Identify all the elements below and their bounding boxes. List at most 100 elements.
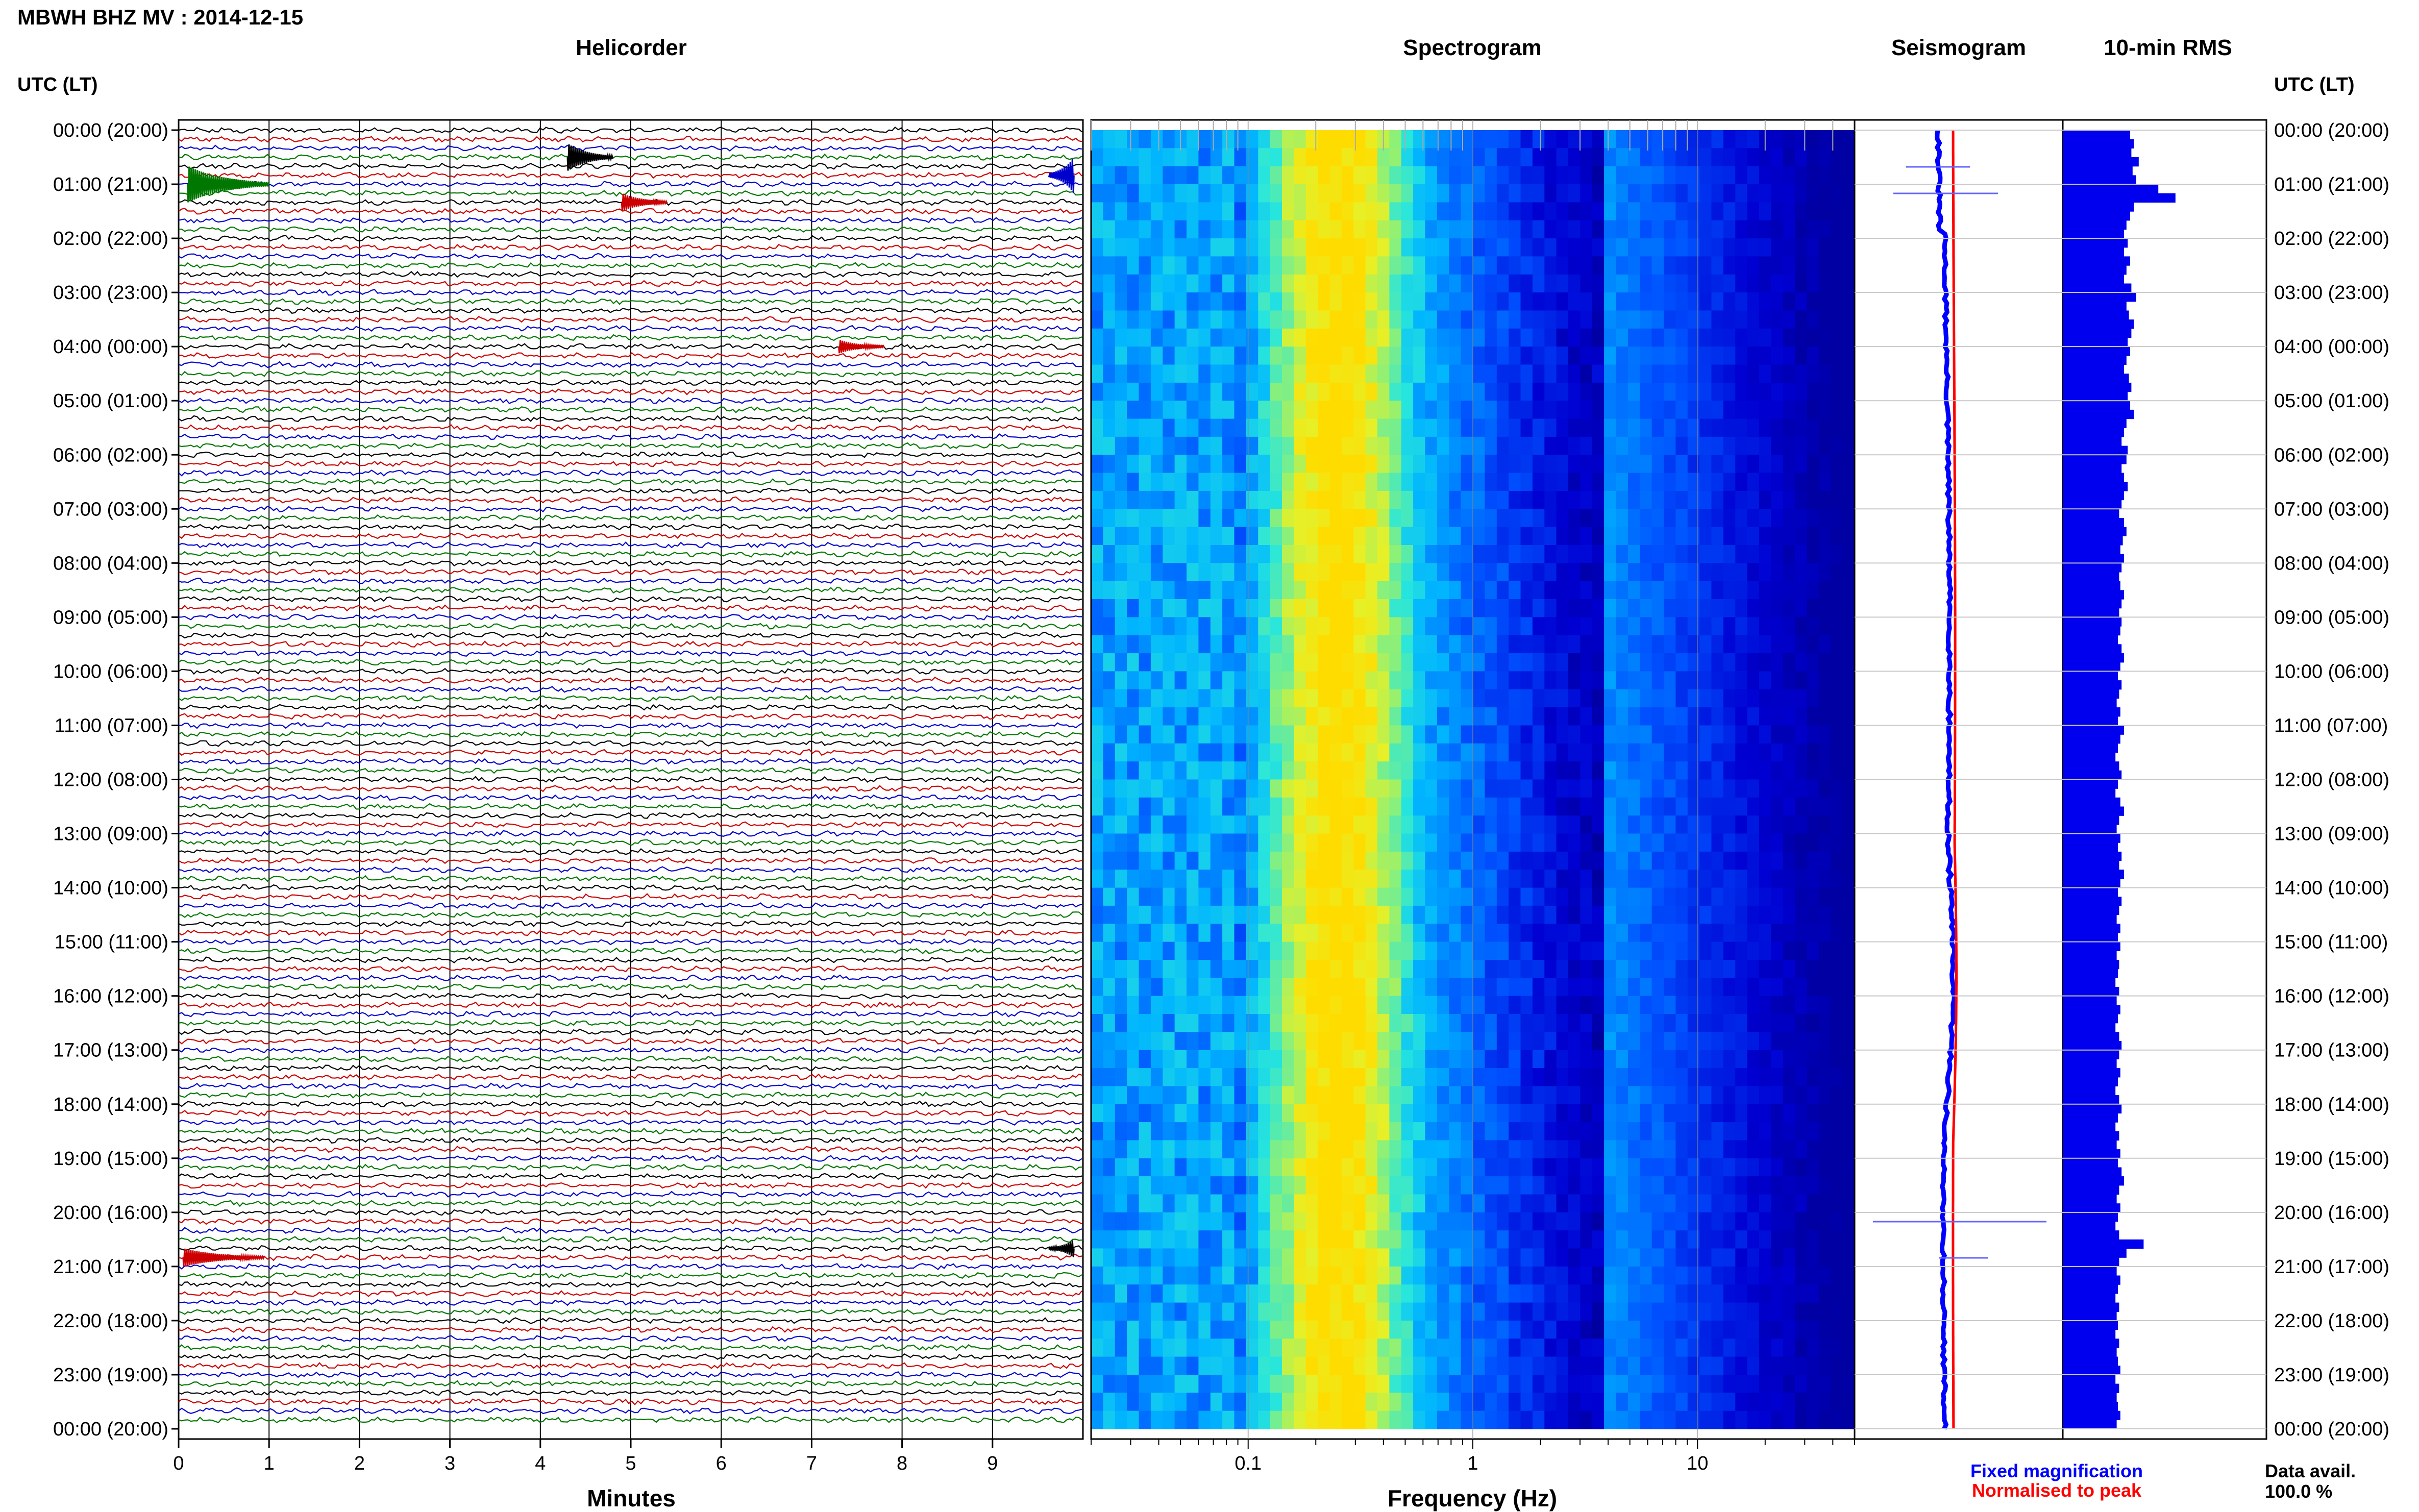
spectrogram-cell [1842,815,1855,834]
spectrogram-cell [1520,202,1533,221]
spectrogram-cell [1509,1356,1521,1375]
spectrogram-cell [1842,545,1855,564]
spectrogram-cell [1449,743,1462,762]
spectrogram-cell [1831,401,1843,419]
spectrogram-cell [1425,689,1438,708]
spectrogram-cell [1222,166,1235,185]
spectrogram-cell [1747,455,1760,474]
spectrogram-cell [1592,382,1605,401]
spectrogram-cell [1496,310,1509,329]
spectrogram-cell [1485,653,1497,672]
spectrogram-cell [1294,1375,1306,1394]
spectrogram-cell [1365,1393,1378,1411]
spectrogram-cell [1640,1068,1652,1087]
spectrogram-cell [1580,1339,1593,1357]
spectrogram-cell [1270,473,1282,491]
spectrogram-cell [1783,1104,1795,1123]
spectrogram-cell [1532,635,1545,654]
spectrogram-cell [1413,599,1426,618]
spectrogram-cell [1425,545,1438,564]
spectrogram-cell [1305,310,1318,329]
spectrogram-cell [1473,1140,1486,1159]
spectrogram-cell [1270,1122,1282,1141]
spectrogram-cell [1747,509,1760,528]
spectrogram-cell [1091,130,1104,149]
spectrogram-cell [1675,779,1688,798]
rms-bar [2063,1050,2119,1059]
spectrogram-cell [1592,256,1605,275]
spectrogram-cell [1103,401,1116,419]
spectrogram-cell [1115,1230,1127,1249]
spectrogram-cell [1127,382,1140,401]
spectrogram-cell [1461,1248,1473,1267]
spectrogram-cell [1807,689,1819,708]
spectrogram-cell [1616,743,1628,762]
spectrogram-cell [1222,292,1235,311]
spectrogram-cell [1270,328,1282,347]
spectrogram-cell [1509,870,1521,888]
spectrogram-cell [1305,382,1318,401]
spectrogram-cell [1139,1248,1151,1267]
spectrogram-cell [1234,833,1247,852]
spectrogram-cell [1139,671,1151,690]
spectrogram-cell [1210,870,1223,888]
spectrogram-cell [1818,1375,1832,1394]
spectrogram-cell [1747,941,1760,960]
spectrogram-cell [1318,1248,1330,1267]
spectrogram-cell [1461,689,1473,708]
spectrogram-cell [1425,887,1438,906]
spectrogram-cell [1627,960,1641,979]
spectrogram-cell [1580,599,1593,618]
spectrogram-cell [1735,490,1748,509]
spectrogram-cell [1711,455,1724,474]
rms-bar [2063,941,2120,951]
spectrogram-cell [1187,1140,1199,1159]
spectrogram-cell [1413,635,1426,654]
spectrogram-cell [1723,1284,1736,1303]
spectrogram-cell [1496,473,1509,491]
spectrogram-cell [1437,725,1450,744]
spectrogram-cell [1568,1140,1581,1159]
spectrogram-cell [1842,743,1855,762]
spectrogram-cell [1759,274,1772,293]
spectrogram-cell [1294,1356,1306,1375]
spectrogram-cell [1174,851,1187,870]
spectrogram-cell [1127,743,1140,762]
spectrogram-cell [1520,1212,1533,1231]
spectrogram-cell [1496,220,1509,239]
spectrogram-cell [1282,635,1295,654]
spectrogram-cell [1831,653,1843,672]
spectrogram-cell [1127,797,1140,816]
spectrogram-cell [1556,382,1569,401]
rms-bar [2063,761,2119,771]
spectrogram-cell [1329,887,1342,906]
spectrogram-cell [1556,1393,1569,1411]
spectrogram-cell [1305,833,1318,852]
spectrogram-cell [1795,833,1808,852]
spectrogram-cell [1544,274,1557,293]
spectrogram-cell [1627,978,1641,997]
spectrogram-cell [1747,1212,1760,1231]
spectrogram-cell [1616,346,1628,365]
spectrogram-cell [1818,761,1832,780]
spectrogram-cell [1723,473,1736,491]
spectrogram-cell [1616,148,1628,167]
spectrogram-cell [1580,924,1593,943]
spectrogram-cell [1437,1230,1450,1249]
spectrogram-cell [1544,364,1557,383]
spectrogram-cell [1485,1176,1497,1195]
spectrogram-cell [1163,490,1175,509]
spectrogram-cell [1103,1284,1116,1303]
spectrogram-cell [1187,1230,1199,1249]
spectrogram-cell [1735,563,1748,582]
spectrogram-cell [1115,490,1127,509]
spectrogram-cell [1234,1266,1247,1285]
spectrogram-cell [1377,220,1390,239]
spectrogram-cell [1616,1068,1628,1087]
spectrogram-cell [1091,1393,1104,1411]
spectrogram-cell [1509,653,1521,672]
helicorder-trace [178,766,1082,774]
spectrogram-cell [1699,328,1712,347]
spectrogram-cell [1377,1320,1390,1339]
helicorder-trace [178,993,1082,1000]
